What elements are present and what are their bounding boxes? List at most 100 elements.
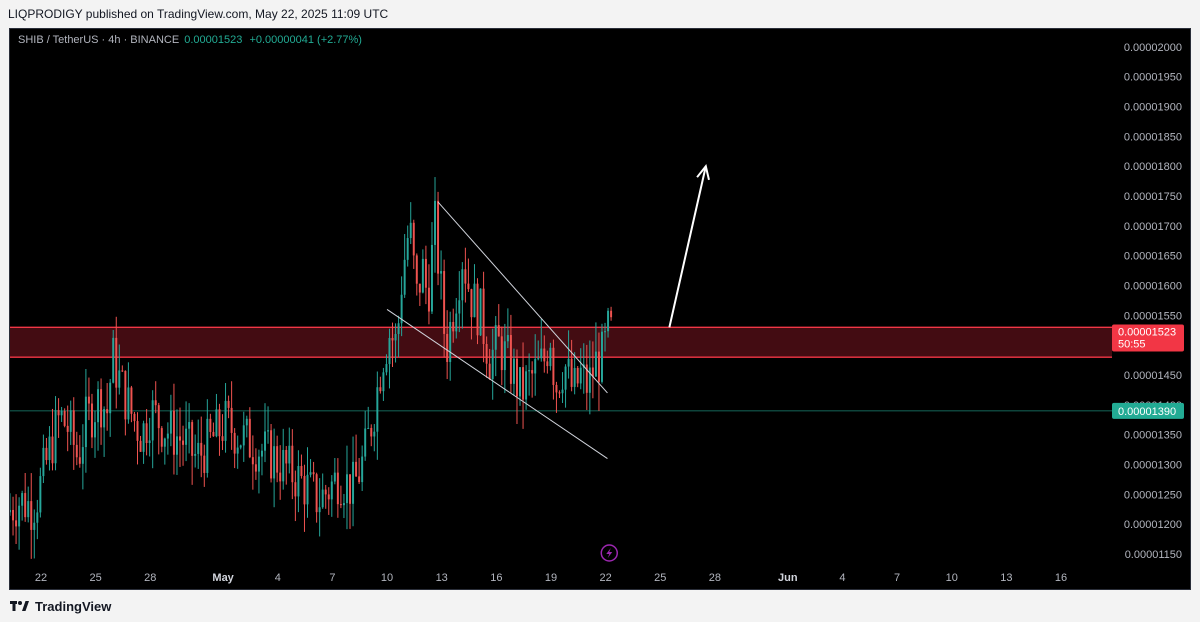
- candle: [215, 393, 218, 438]
- candle-body: [227, 400, 230, 408]
- candle: [270, 423, 273, 483]
- candle-body: [415, 255, 418, 284]
- lightning-icon[interactable]: [600, 544, 619, 562]
- candle-body: [136, 421, 139, 441]
- candle: [506, 308, 509, 349]
- y-axis-tick-label: 0.00001650: [1124, 251, 1182, 263]
- candle-body: [257, 456, 260, 472]
- y-axis-tick-label: 0.00001150: [1125, 549, 1182, 561]
- x-axis-tick-label: 16: [1055, 572, 1067, 584]
- candlestick-chart[interactable]: 0.00001150 0.00001200 0.00001250 0.00001300…: [10, 29, 1191, 590]
- candle-body: [151, 400, 154, 441]
- candle-body: [285, 449, 288, 464]
- candle: [15, 494, 18, 544]
- candle-body: [282, 449, 285, 482]
- candle: [267, 406, 270, 444]
- candle: [339, 485, 342, 509]
- candle-body: [27, 501, 30, 518]
- candle-body: [233, 432, 236, 454]
- candle-body: [500, 336, 503, 371]
- candle-body: [175, 436, 178, 455]
- candle-body: [139, 440, 142, 452]
- candle: [515, 349, 518, 424]
- candle: [21, 490, 24, 521]
- candle: [573, 352, 576, 395]
- candle-body: [570, 358, 573, 387]
- candle-body: [21, 493, 24, 506]
- candle-body: [449, 321, 452, 362]
- candle-body: [230, 407, 233, 433]
- candle: [494, 316, 497, 377]
- candle-body: [291, 445, 294, 483]
- x-axis-tick-label: 19: [545, 572, 557, 584]
- x-axis-tick-label: Jun: [778, 572, 798, 584]
- candle-body: [324, 489, 327, 495]
- candle-body: [142, 423, 145, 452]
- candle: [100, 378, 103, 445]
- candle: [546, 350, 549, 374]
- candle-body: [182, 440, 185, 445]
- candle-body: [540, 348, 543, 359]
- candle-body: [118, 370, 121, 388]
- candle: [106, 383, 109, 431]
- candle-body: [391, 337, 394, 341]
- candle: [570, 339, 573, 392]
- candle-body: [218, 409, 221, 437]
- candle: [333, 457, 336, 485]
- lightning-icon-bolt[interactable]: [606, 548, 613, 558]
- candle-body: [610, 310, 613, 318]
- x-axis-tick-label: 28: [144, 572, 156, 584]
- candle-body: [461, 269, 464, 301]
- candle: [69, 400, 72, 445]
- candle-body: [534, 359, 537, 374]
- candle: [194, 434, 197, 468]
- candle-body: [112, 337, 115, 383]
- candle: [327, 487, 330, 515]
- candle-body: [51, 436, 54, 464]
- channel-upper-trendline[interactable]: [437, 201, 608, 394]
- candle: [522, 342, 525, 429]
- candle-body: [367, 427, 370, 429]
- candle: [576, 365, 579, 388]
- candle: [224, 383, 227, 453]
- chart-panel[interactable]: SHIB / TetherUS · 4h · BINANCE 0.0000152…: [9, 28, 1191, 590]
- candle-body: [561, 389, 564, 394]
- candle: [358, 458, 361, 484]
- candle: [585, 344, 588, 410]
- candle: [473, 264, 476, 318]
- x-axis-tick-label: 28: [709, 572, 721, 584]
- candle-body: [564, 366, 567, 390]
- candle: [197, 419, 200, 469]
- candle-body: [160, 428, 163, 447]
- support-price-label: 0.00001390: [1118, 406, 1176, 418]
- candle: [597, 332, 600, 412]
- candle-body: [458, 300, 461, 314]
- candle: [94, 410, 96, 458]
- candle-body: [206, 418, 209, 473]
- candle-body: [364, 428, 367, 457]
- candle-body: [373, 431, 376, 437]
- candle-body: [297, 465, 300, 497]
- projection-arrow-head[interactable]: [696, 163, 710, 181]
- channel-lower-trendline[interactable]: [386, 309, 608, 460]
- candle-body: [352, 461, 355, 504]
- projection-arrow-shaft[interactable]: [668, 166, 707, 328]
- candle-body: [515, 358, 518, 397]
- candle: [370, 424, 373, 447]
- candle-body: [24, 493, 27, 518]
- lightning-icon-ring[interactable]: [600, 544, 619, 562]
- candle: [191, 419, 194, 485]
- candle-body: [130, 387, 133, 414]
- x-axis-tick-label: 22: [600, 572, 612, 584]
- candle: [412, 219, 415, 269]
- x-axis-tick-label: 10: [381, 572, 393, 584]
- candle-body: [421, 258, 424, 293]
- candle-body: [576, 367, 579, 384]
- candle-body: [221, 436, 224, 441]
- candle: [209, 413, 212, 438]
- candle: [285, 446, 288, 485]
- candle-body: [567, 358, 570, 367]
- candle-body: [288, 445, 291, 464]
- candle: [163, 437, 166, 465]
- candle: [406, 225, 409, 267]
